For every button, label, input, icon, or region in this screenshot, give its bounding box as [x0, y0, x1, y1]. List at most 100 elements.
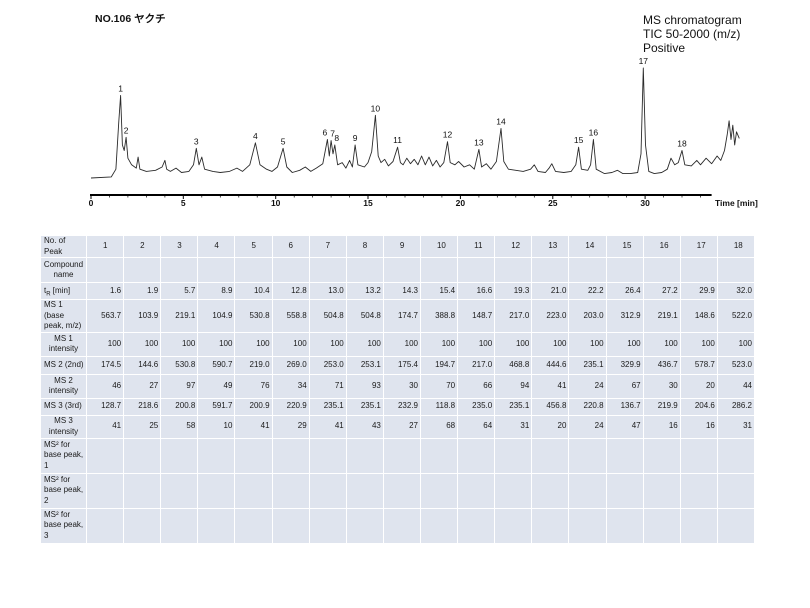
ms2-intensity-row: MS 2 intensity 46 27 97 49 76 34 71 93 30 70 66 94 41… [40, 373, 756, 399]
row-label-main: t [44, 285, 47, 295]
value-cell [568, 507, 607, 544]
value-cell [308, 437, 347, 474]
value-cell: 93 [345, 373, 384, 399]
value-cell: 27 [123, 373, 162, 399]
value-cell: 5.7 [160, 282, 199, 300]
value-cell: 100 [605, 331, 644, 357]
x-tick-label: 15 [363, 198, 373, 208]
value-cell: 235.1 [494, 397, 533, 416]
value-cell: 31 [716, 414, 756, 439]
value-cell: 235.0 [457, 397, 496, 416]
value-cell: 104.9 [197, 299, 236, 333]
row-label: tR [min] [40, 282, 87, 300]
value-cell: 1.6 [85, 282, 125, 300]
chromatogram-info: MS chromatogram TIC 50-2000 (m/z) Positi… [643, 13, 742, 55]
value-cell: 30 [382, 373, 421, 399]
value-cell [271, 472, 310, 509]
x-tick-label: 25 [548, 198, 558, 208]
row-label-sub: R [46, 291, 51, 298]
peak-label: 8 [334, 133, 339, 143]
value-cell [85, 472, 125, 509]
value-cell: 67 [605, 373, 644, 399]
value-cell [345, 472, 384, 509]
value-cell: 100 [308, 331, 347, 357]
value-cell [197, 437, 236, 474]
value-cell: 25 [123, 414, 162, 439]
peak-number-cell: 13 [531, 235, 570, 258]
value-cell: 10.4 [234, 282, 273, 300]
document-title: NO.106 ヤクチ [95, 13, 166, 25]
value-cell: 24 [568, 373, 607, 399]
value-cell [531, 257, 570, 283]
value-cell: 22.2 [568, 282, 607, 300]
peak-label: 7 [330, 129, 335, 139]
value-cell: 15.4 [419, 282, 459, 300]
x-tick-label: 10 [271, 198, 281, 208]
peak-label: 2 [124, 125, 129, 135]
value-cell: 41 [85, 414, 125, 439]
value-cell [494, 507, 533, 544]
value-cell: 174.7 [382, 299, 421, 333]
msn-base-peak-3-row: MS² for base peak, 3 [40, 507, 756, 544]
value-cell: 13.2 [345, 282, 384, 300]
value-cell: 100 [494, 331, 533, 357]
peak-number-cell: 6 [271, 235, 310, 258]
value-cell: 558.8 [271, 299, 310, 333]
value-cell [234, 472, 273, 509]
value-cell [123, 507, 162, 544]
value-cell [568, 437, 607, 474]
value-cell [123, 257, 162, 283]
value-cell: 286.2 [716, 397, 756, 416]
value-cell: 100 [197, 331, 236, 357]
value-cell [234, 507, 273, 544]
value-cell [382, 472, 421, 509]
value-cell: 13.0 [308, 282, 347, 300]
value-cell: 578.7 [679, 355, 718, 375]
value-cell: 220.9 [271, 397, 310, 416]
peak-number-cell: 12 [494, 235, 533, 258]
row-label-suffix: [min] [50, 285, 71, 295]
value-cell [642, 257, 681, 283]
value-cell [308, 257, 347, 283]
value-cell [679, 472, 718, 509]
value-cell [382, 507, 421, 544]
value-cell [457, 472, 496, 509]
peak-label: 4 [253, 131, 258, 141]
value-cell [605, 472, 644, 509]
value-cell: 19.3 [494, 282, 533, 300]
value-cell: 10 [197, 414, 236, 439]
peak-label: 11 [393, 135, 402, 145]
value-cell: 68 [419, 414, 459, 439]
value-cell: 175.4 [382, 355, 421, 375]
value-cell [271, 507, 310, 544]
value-cell [605, 257, 644, 283]
row-label: MS² for base peak, 1 [40, 437, 87, 474]
value-cell [419, 507, 459, 544]
value-cell: 436.7 [642, 355, 681, 375]
value-cell: 27 [382, 414, 421, 439]
value-cell: 41 [531, 373, 570, 399]
value-cell: 148.6 [679, 299, 718, 333]
row-label: MS² for base peak, 3 [40, 507, 87, 544]
value-cell: 100 [85, 331, 125, 357]
peak-label: 3 [194, 136, 199, 146]
value-cell: 49 [197, 373, 236, 399]
value-cell: 100 [345, 331, 384, 357]
peak-label: 10 [371, 103, 381, 113]
value-cell: 97 [160, 373, 199, 399]
value-cell: 118.8 [419, 397, 459, 416]
compound-name-row: Compound name [40, 257, 756, 283]
peak-number-cell: 5 [234, 235, 273, 258]
value-cell [271, 437, 310, 474]
value-cell [494, 437, 533, 474]
value-cell: 219.0 [234, 355, 273, 375]
row-label: MS 1 intensity [40, 331, 87, 357]
value-cell: 100 [716, 331, 756, 357]
peak-number-cell: 9 [382, 235, 421, 258]
value-cell [531, 472, 570, 509]
value-cell [382, 437, 421, 474]
value-cell: 203.0 [568, 299, 607, 333]
info-line-scan-range: TIC 50-2000 (m/z) [643, 27, 741, 41]
value-cell: 530.8 [234, 299, 273, 333]
value-cell: 66 [457, 373, 496, 399]
